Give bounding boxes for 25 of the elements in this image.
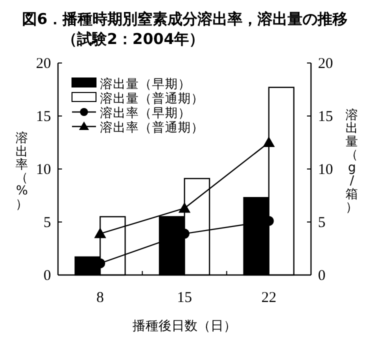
y2-tick-label: 5 (318, 215, 326, 231)
legend-label: 溶出量（普通期） (100, 90, 204, 106)
x-tick-label: 15 (177, 290, 192, 306)
y-tick-label: 20 (36, 56, 51, 72)
legend-item: 溶出量（早期） (72, 76, 191, 91)
x-tick-label: 22 (261, 290, 276, 306)
legend-label: 溶出量（早期） (100, 76, 191, 91)
legend-item: 溶出量（普通期） (72, 90, 204, 106)
x-axis-title: 播種後日数（日） (132, 319, 236, 334)
legend-item: 溶出率（早期） (72, 105, 191, 120)
y-tick-label: 15 (36, 109, 51, 125)
y-tick-label: 0 (44, 268, 51, 284)
y2-tick-label: 15 (318, 109, 333, 125)
y-axis-title: 溶出率（%） (16, 130, 28, 211)
y2-tick-label: 10 (318, 162, 333, 178)
y-tick-label: 5 (44, 215, 51, 231)
y2-axis-title: 溶出量（g/箱） (346, 107, 358, 214)
legend-label: 溶出率（早期） (100, 105, 191, 120)
title: 図6．播種時期別窒素成分溶出率，溶出量の推移（試験2：2004年） (22, 10, 348, 48)
y2-tick-label: 0 (318, 268, 326, 284)
x-tick-label: 8 (96, 290, 104, 306)
y-tick-label: 10 (36, 162, 51, 178)
legend-label: 溶出率（普通期） (100, 120, 204, 134)
y2-tick-label: 20 (318, 56, 333, 72)
legend-item: 溶出率（普通期） (72, 120, 204, 134)
